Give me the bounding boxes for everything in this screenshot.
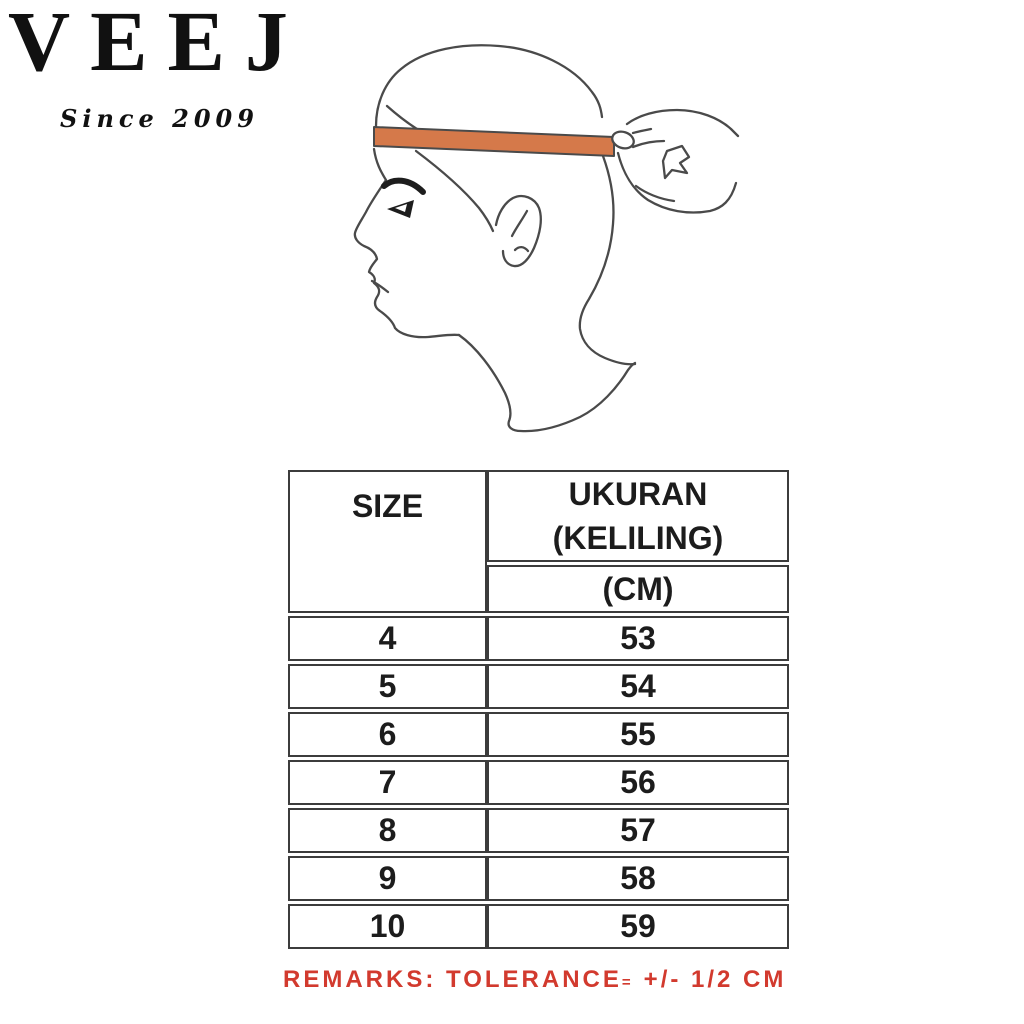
hand-illustration <box>611 108 740 214</box>
brand-logo: VEEJ <box>8 0 308 89</box>
size-value: 9 <box>288 856 487 902</box>
cm-value: 59 <box>487 904 789 950</box>
table-row: 5 54 <box>288 664 789 710</box>
cm-value: 58 <box>487 856 789 902</box>
size-value: 10 <box>288 904 487 950</box>
brand-tagline: Since 2009 <box>60 104 259 133</box>
size-column-header: SIZE <box>288 470 487 614</box>
size-table: SIZE UKURAN (KELILING) (CM) 4 53 5 54 6 … <box>288 467 789 952</box>
table-row: 7 56 <box>288 760 789 806</box>
cm-value: 55 <box>487 712 789 758</box>
table-row: 8 57 <box>288 808 789 854</box>
size-value: 6 <box>288 712 487 758</box>
head-measurement-illustration <box>353 44 740 433</box>
table-row: 9 58 <box>288 856 789 902</box>
unit-header: (CM) <box>487 565 789 614</box>
ukuran-header-line2: (KELILING) <box>552 520 724 557</box>
cm-value: 54 <box>487 664 789 710</box>
ukuran-column-header: UKURAN (KELILING) <box>487 470 789 563</box>
table-row: 10 59 <box>288 904 789 950</box>
remarks-note: REMARKS: TOLERANCE= +/- 1/2 CM <box>283 966 786 995</box>
table-row: 4 53 <box>288 616 789 662</box>
eye-highlight <box>395 204 407 212</box>
size-value: 5 <box>288 664 487 710</box>
cm-value: 57 <box>487 808 789 854</box>
head-outline <box>353 44 637 433</box>
cm-value: 56 <box>487 760 789 806</box>
ear-path <box>494 194 542 268</box>
knuckle-crease <box>661 144 691 180</box>
measuring-tape-band <box>373 126 615 157</box>
table-row: 6 55 <box>288 712 789 758</box>
remarks-tolerance-value: +/- 1/2 CM <box>643 966 787 993</box>
cm-value: 53 <box>487 616 789 662</box>
remarks-equals: = <box>621 974 634 991</box>
remarks-prefix: REMARKS: TOLERANCE <box>283 966 622 993</box>
size-value: 7 <box>288 760 487 806</box>
size-value: 8 <box>288 808 487 854</box>
eyebrow-stroke <box>381 177 426 195</box>
size-value: 4 <box>288 616 487 662</box>
thumbnail-shape <box>611 130 635 150</box>
ukuran-header-line1: UKURAN <box>568 476 708 512</box>
